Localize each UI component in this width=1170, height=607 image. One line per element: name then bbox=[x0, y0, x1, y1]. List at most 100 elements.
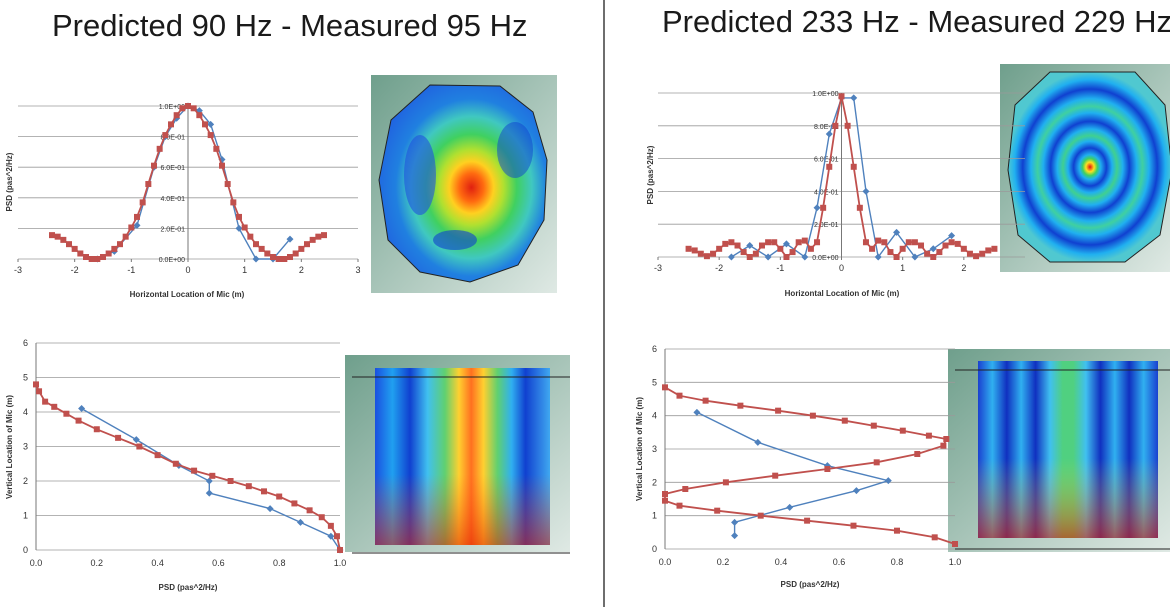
y-axis-label: PSD (pas^2/Hz) bbox=[646, 145, 655, 204]
measured-data-point bbox=[813, 204, 821, 212]
measured-data-point bbox=[782, 240, 790, 248]
predicted-data-point bbox=[702, 397, 709, 404]
measured-data-point bbox=[327, 532, 335, 540]
predicted-data-point bbox=[247, 233, 254, 240]
predicted-data-point bbox=[881, 239, 888, 246]
predicted-data-point bbox=[49, 232, 55, 239]
x-tick-label: -1 bbox=[127, 265, 135, 275]
predicted-data-point bbox=[948, 239, 955, 246]
x-tick-label: 1 bbox=[242, 265, 247, 275]
predicted-data-point bbox=[804, 517, 811, 524]
measured-series-line bbox=[696, 411, 891, 536]
y-tick-label: 2 bbox=[23, 476, 28, 486]
measured-data-point bbox=[884, 477, 892, 485]
predicted-data-point bbox=[253, 241, 259, 248]
right-panel-title: Predicted 233 Hz - Measured 229 Hz bbox=[662, 4, 1170, 39]
predicted-data-point bbox=[281, 256, 288, 262]
predicted-data-point bbox=[202, 121, 208, 128]
predicted-data-point bbox=[691, 247, 698, 254]
predicted-data-point bbox=[162, 132, 169, 139]
predicted-data-point bbox=[931, 534, 938, 541]
predicted-data-point bbox=[318, 514, 325, 521]
y-tick-label: 6 bbox=[652, 344, 657, 354]
predicted-data-point bbox=[905, 239, 912, 246]
predicted-data-point bbox=[893, 254, 900, 260]
predicted-data-point bbox=[850, 522, 857, 529]
predicted-data-point bbox=[227, 478, 234, 484]
predicted-data-point bbox=[973, 253, 980, 260]
predicted-data-point bbox=[850, 163, 857, 170]
y-tick-label: 1 bbox=[652, 511, 657, 521]
left-circle-contour-image bbox=[371, 75, 557, 293]
y-tick-label: 1.0E+00 bbox=[812, 91, 838, 98]
y-tick-label: 5 bbox=[652, 377, 657, 387]
x-tick-label: -3 bbox=[654, 263, 662, 273]
measured-data-point bbox=[205, 477, 213, 485]
y-tick-label: 5 bbox=[23, 373, 28, 383]
predicted-data-point bbox=[327, 522, 334, 529]
x-tick-label: 0.2 bbox=[91, 558, 104, 568]
predicted-data-point bbox=[697, 250, 704, 257]
predicted-data-point bbox=[807, 245, 814, 252]
y-tick-label: 4 bbox=[23, 407, 28, 417]
predicted-data-point bbox=[662, 384, 668, 391]
x-tick-label: 0.2 bbox=[717, 557, 730, 567]
predicted-data-point bbox=[292, 250, 299, 257]
y-tick-label: 8.0E-01 bbox=[160, 135, 185, 142]
predicted-data-point bbox=[309, 236, 316, 243]
predicted-data-point bbox=[914, 451, 921, 457]
predicted-data-point bbox=[795, 239, 802, 246]
x-tick-label: -1 bbox=[776, 263, 784, 273]
predicted-data-point bbox=[966, 250, 973, 257]
predicted-data-point bbox=[276, 493, 283, 500]
predicted-data-point bbox=[737, 402, 744, 409]
predicted-data-point bbox=[925, 432, 932, 439]
predicted-data-point bbox=[814, 239, 821, 246]
predicted-data-point bbox=[51, 403, 58, 410]
x-tick-label: 0.6 bbox=[833, 557, 846, 567]
predicted-data-point bbox=[826, 163, 833, 170]
measured-data-point bbox=[78, 405, 86, 413]
predicted-data-point bbox=[304, 241, 310, 248]
predicted-data-point bbox=[777, 245, 784, 252]
predicted-data-point bbox=[42, 398, 49, 405]
y-tick-label: 0.0E+00 bbox=[159, 257, 185, 264]
y-tick-label: 1.0E+00 bbox=[159, 104, 185, 111]
predicted-data-point bbox=[190, 105, 197, 112]
chart-right-horizontal: 0.0E+00 2.0E-01 4.0E-01 6.0E-01 8.0E-01 1.0E+… bbox=[646, 91, 1025, 298]
predicted-data-point bbox=[236, 213, 242, 220]
predicted-data-point bbox=[685, 245, 692, 252]
predicted-data-point bbox=[940, 442, 947, 449]
predicted-data-point bbox=[832, 122, 839, 129]
measured-data-point bbox=[235, 224, 243, 232]
y-tick-label: 2.0E-01 bbox=[814, 222, 839, 229]
x-tick-label: 0.6 bbox=[212, 558, 225, 568]
predicted-data-point bbox=[213, 145, 220, 152]
y-tick-label: 2.0E-01 bbox=[160, 226, 185, 233]
predicted-data-point bbox=[117, 241, 123, 248]
predicted-data-point bbox=[60, 236, 67, 243]
predicted-data-point bbox=[298, 245, 305, 252]
predicted-data-point bbox=[740, 249, 747, 256]
measured-data-point bbox=[205, 489, 213, 497]
predicted-data-point bbox=[71, 245, 78, 252]
measured-data-point bbox=[207, 120, 215, 128]
x-axis-label: Horizontal Location of Mic (m) bbox=[130, 290, 245, 299]
predicted-data-point bbox=[36, 388, 43, 395]
measured-data-point bbox=[693, 408, 701, 416]
predicted-data-point bbox=[856, 204, 863, 211]
measured-data-point bbox=[754, 438, 762, 446]
left-rect-contour-image bbox=[345, 355, 570, 554]
measured-data-point bbox=[825, 130, 833, 138]
predicted-data-point bbox=[952, 541, 958, 547]
x-tick-label: 0.4 bbox=[775, 557, 788, 567]
y-axis-label: Vertical Location of Mic (m) bbox=[635, 397, 644, 501]
measured-data-point bbox=[786, 503, 794, 511]
predicted-data-point bbox=[115, 434, 122, 441]
predicted-data-point bbox=[172, 460, 179, 467]
predicted-data-point bbox=[771, 239, 778, 246]
predicted-data-point bbox=[291, 500, 298, 507]
predicted-data-point bbox=[209, 472, 216, 479]
predicted-data-point bbox=[88, 256, 95, 262]
predicted-data-point bbox=[185, 103, 191, 109]
